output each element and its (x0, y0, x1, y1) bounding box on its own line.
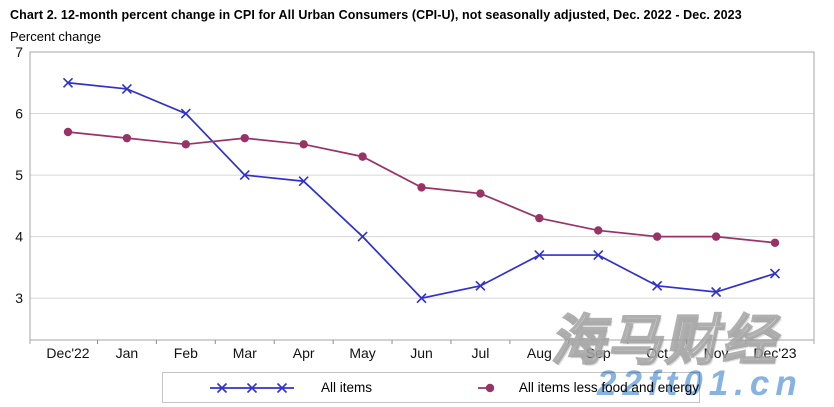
svg-text:7: 7 (15, 44, 23, 60)
svg-text:3: 3 (15, 290, 23, 306)
svg-text:Nov: Nov (704, 345, 729, 361)
all-items-line-marker-icon (210, 382, 294, 393)
svg-text:Jun: Jun (410, 345, 433, 361)
chart-title: Chart 2. 12-month percent change in CPI … (10, 8, 742, 22)
svg-text:6: 6 (15, 106, 23, 122)
core-line-marker-icon (478, 383, 494, 392)
svg-text:5: 5 (15, 167, 23, 183)
svg-text:Apr: Apr (293, 345, 315, 361)
svg-text:Mar: Mar (233, 345, 257, 361)
svg-text:May: May (349, 345, 375, 361)
svg-text:Dec'23: Dec'23 (753, 345, 796, 361)
legend-item-core: All items less food and energy (431, 380, 699, 395)
svg-text:4: 4 (15, 229, 23, 245)
svg-text:Oct: Oct (646, 345, 668, 361)
y-axis-unit-label: Percent change (10, 29, 102, 44)
svg-text:Aug: Aug (527, 345, 552, 361)
legend-label-all-items: All items (321, 380, 373, 395)
svg-text:Sep: Sep (586, 345, 611, 361)
svg-text:Jan: Jan (116, 345, 139, 361)
chart-legend: All items All items less food and energy (162, 372, 700, 403)
svg-text:Feb: Feb (174, 345, 198, 361)
svg-text:Dec'22: Dec'22 (46, 345, 89, 361)
legend-item-all-items: All items (163, 380, 431, 395)
legend-label-core: All items less food and energy (518, 380, 699, 395)
svg-text:Jul: Jul (471, 345, 489, 361)
